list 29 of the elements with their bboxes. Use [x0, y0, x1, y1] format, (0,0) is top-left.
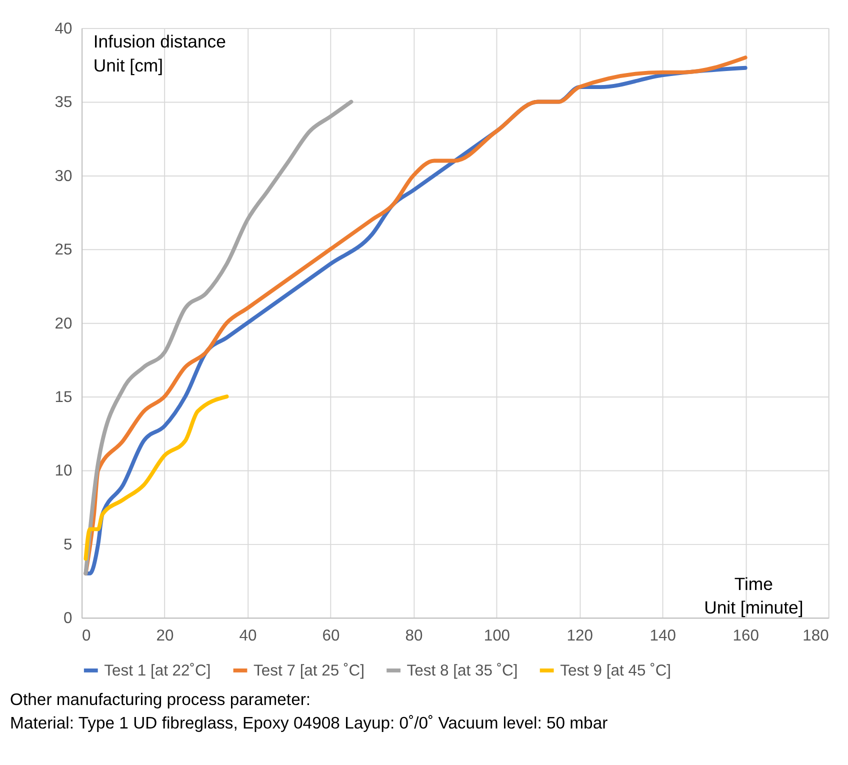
- y-tick-label: 30: [54, 168, 72, 185]
- y-tick-label: 25: [54, 242, 72, 259]
- x-axis-title: Time Unit [minute]: [704, 574, 804, 618]
- line-series: [84, 394, 229, 561]
- x-tick-label: 120: [566, 628, 594, 645]
- legend-label: Test 9 [at 45 ˚C]: [560, 662, 672, 680]
- text: Other manufacturing process parameter:: [10, 690, 311, 710]
- legend-label: Test 8 [at 35 ˚C]: [406, 662, 518, 680]
- x-tick-label: 160: [732, 628, 760, 645]
- y-tick-label: 5: [63, 536, 72, 554]
- y-tick-label: 0: [63, 610, 72, 628]
- line-series: [84, 100, 354, 576]
- text: Material: Type 1 UD fibreglass, Epoxy 04908 Layup: 0˚/0˚ Vacuum level: 50 mbar: [10, 714, 608, 733]
- y-tick-label: 10: [54, 462, 72, 480]
- legend-label: Test 7 [at 25 ˚C]: [254, 662, 364, 680]
- y-tick-label: 20: [54, 315, 72, 332]
- x-tick-label: 60: [322, 628, 340, 645]
- x-tick-label: 100: [484, 628, 510, 645]
- x-tick-label: 140: [650, 628, 676, 645]
- x-tick-label: 20: [156, 628, 174, 645]
- y-tick-label: 15: [54, 388, 72, 406]
- x-tick-label: 0: [82, 628, 92, 645]
- x-tick-label: 80: [405, 628, 423, 645]
- y-tick-label: 40: [54, 20, 72, 38]
- x-tick-label: 40: [239, 628, 257, 645]
- y-tick-label: 35: [54, 94, 72, 112]
- legend-label: Test 1 [at 22˚C]: [104, 662, 211, 680]
- y-axis-title: Infusion distance Unit [cm]: [93, 32, 226, 76]
- x-tick-label: 180: [802, 628, 830, 645]
